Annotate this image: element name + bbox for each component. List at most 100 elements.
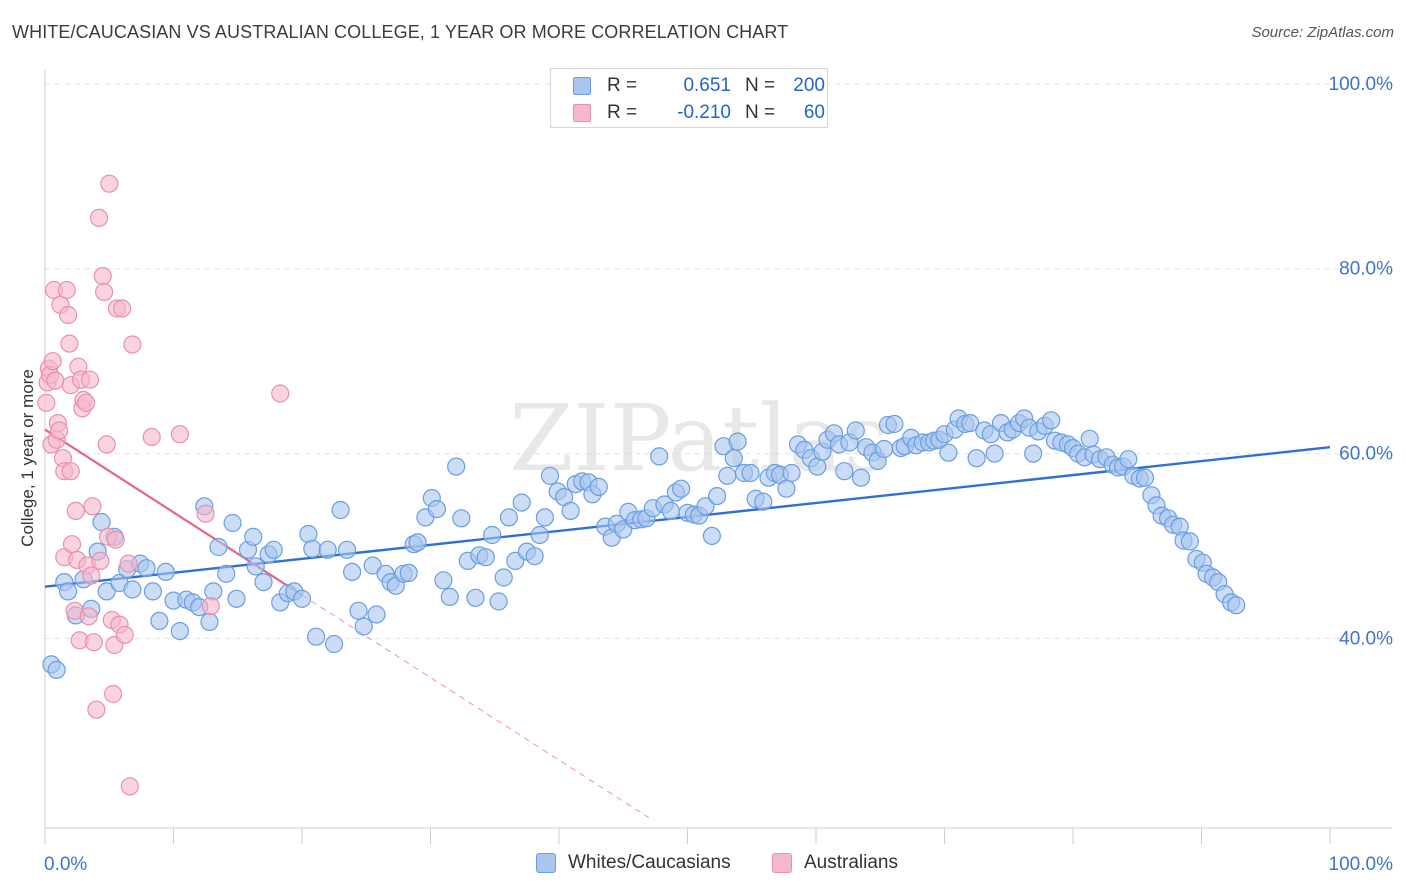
- white-caucasian-point: [728, 432, 747, 451]
- australian-point: [120, 777, 139, 796]
- australian-point: [76, 393, 96, 412]
- white-caucasian-point: [97, 582, 116, 601]
- pink-swatch: [573, 104, 591, 122]
- australian-point: [89, 208, 109, 227]
- white-caucasian-point: [1042, 411, 1061, 430]
- australian-point: [106, 530, 125, 549]
- white-caucasian-point: [961, 414, 980, 433]
- australian-point: [196, 504, 215, 523]
- australian-point: [112, 299, 132, 318]
- australians-trend-extension: [301, 594, 650, 819]
- white-caucasian-point: [367, 605, 386, 624]
- white-caucasian-point: [702, 526, 722, 546]
- white-caucasian-point: [483, 525, 502, 545]
- white-caucasian-point: [143, 582, 162, 601]
- white-caucasian-point: [427, 500, 446, 519]
- white-caucasian-point: [303, 539, 322, 558]
- australian-point: [87, 700, 106, 719]
- x-tick-label: 0.0%: [44, 854, 87, 875]
- white-caucasian-point: [1119, 450, 1138, 469]
- white-caucasian-point: [123, 580, 142, 599]
- white-caucasian-point: [204, 582, 223, 601]
- australian-point: [115, 625, 134, 644]
- r-label: R =: [607, 102, 638, 123]
- white-caucasian-point: [408, 533, 427, 552]
- blue-swatch: [573, 77, 591, 95]
- white-caucasian-point: [696, 497, 715, 516]
- white-caucasian-point: [1135, 468, 1155, 487]
- white-caucasian-point: [307, 627, 326, 646]
- chart-title: WHITE/CAUCASIAN VS AUSTRALIAN COLLEGE, 1…: [12, 22, 789, 42]
- australian-point: [43, 352, 62, 371]
- australian-point: [271, 384, 290, 403]
- australian-point: [94, 282, 114, 301]
- white-caucasian-point: [223, 513, 242, 533]
- australian-point: [60, 334, 79, 353]
- australian-point: [103, 684, 123, 704]
- white-caucasian-point: [1227, 596, 1246, 615]
- white-caucasian-point: [650, 447, 669, 466]
- australian-point: [79, 607, 98, 626]
- white-caucasian-point: [331, 500, 350, 520]
- n-label: N =: [745, 102, 776, 123]
- white-caucasian-point: [264, 540, 283, 559]
- australian-point: [57, 280, 76, 300]
- white-caucasian-point: [985, 444, 1004, 463]
- white-caucasian-point: [589, 477, 608, 496]
- y-tick-label: 60.0%: [1339, 444, 1393, 465]
- white-caucasian-point: [399, 563, 418, 583]
- white-caucasian-point: [967, 449, 986, 468]
- australian-point: [62, 535, 82, 554]
- white-caucasian-point: [741, 463, 760, 483]
- n-label: N =: [745, 75, 776, 96]
- white-caucasian-point: [724, 449, 743, 468]
- white-caucasian-point: [447, 457, 466, 476]
- y-tick-label: 100.0%: [1329, 74, 1394, 95]
- white-caucasian-point: [254, 572, 273, 592]
- australian-point: [123, 335, 142, 354]
- australian-point: [91, 551, 110, 571]
- white-caucasian-point: [217, 564, 236, 583]
- white-caucasian-point: [47, 660, 66, 680]
- n-value: 200: [793, 75, 825, 96]
- white-caucasian-point: [535, 508, 555, 527]
- australian-point: [84, 633, 103, 652]
- white-caucasian-point: [227, 589, 246, 608]
- australian-point: [46, 371, 65, 390]
- white-caucasian-point: [58, 582, 78, 601]
- white-caucasian-point: [476, 548, 495, 567]
- white-caucasian-point: [452, 509, 471, 528]
- source-credit: Source: ZipAtlas.com: [1251, 24, 1394, 41]
- white-caucasian-point: [489, 592, 508, 611]
- white-caucasian-point: [150, 611, 169, 631]
- australian-point: [201, 596, 220, 616]
- australian-point: [119, 554, 138, 573]
- white-caucasian-point: [244, 527, 263, 546]
- white-caucasian-point: [754, 492, 773, 511]
- white-caucasian-point: [440, 587, 459, 607]
- correlation-legend: R = 0.651 N = 200 R = -0.210 N = 60: [550, 68, 828, 128]
- australian-point: [80, 370, 100, 389]
- blue-swatch: [536, 853, 556, 873]
- white-caucasian-point: [835, 462, 854, 481]
- white-caucasian-point: [1080, 429, 1099, 448]
- white-caucasian-point: [434, 571, 453, 590]
- white-caucasian-point: [885, 414, 904, 434]
- white-caucasian-point: [1180, 532, 1200, 551]
- australian-point: [97, 435, 116, 454]
- r-value: -0.210: [677, 102, 731, 123]
- legend-label: Whites/Caucasians: [568, 852, 731, 873]
- white-caucasian-point: [354, 617, 373, 636]
- white-caucasian-point: [325, 634, 344, 654]
- white-caucasian-point: [525, 547, 544, 566]
- r-label: R =: [607, 75, 638, 96]
- white-caucasian-point: [1024, 444, 1043, 463]
- white-caucasian-point: [671, 479, 691, 498]
- white-caucasian-point: [466, 588, 485, 607]
- white-caucasian-point: [170, 621, 189, 641]
- australian-point: [93, 267, 112, 286]
- white-caucasian-point: [561, 501, 580, 520]
- data-points: [37, 174, 1246, 796]
- white-caucasian-point: [343, 562, 362, 582]
